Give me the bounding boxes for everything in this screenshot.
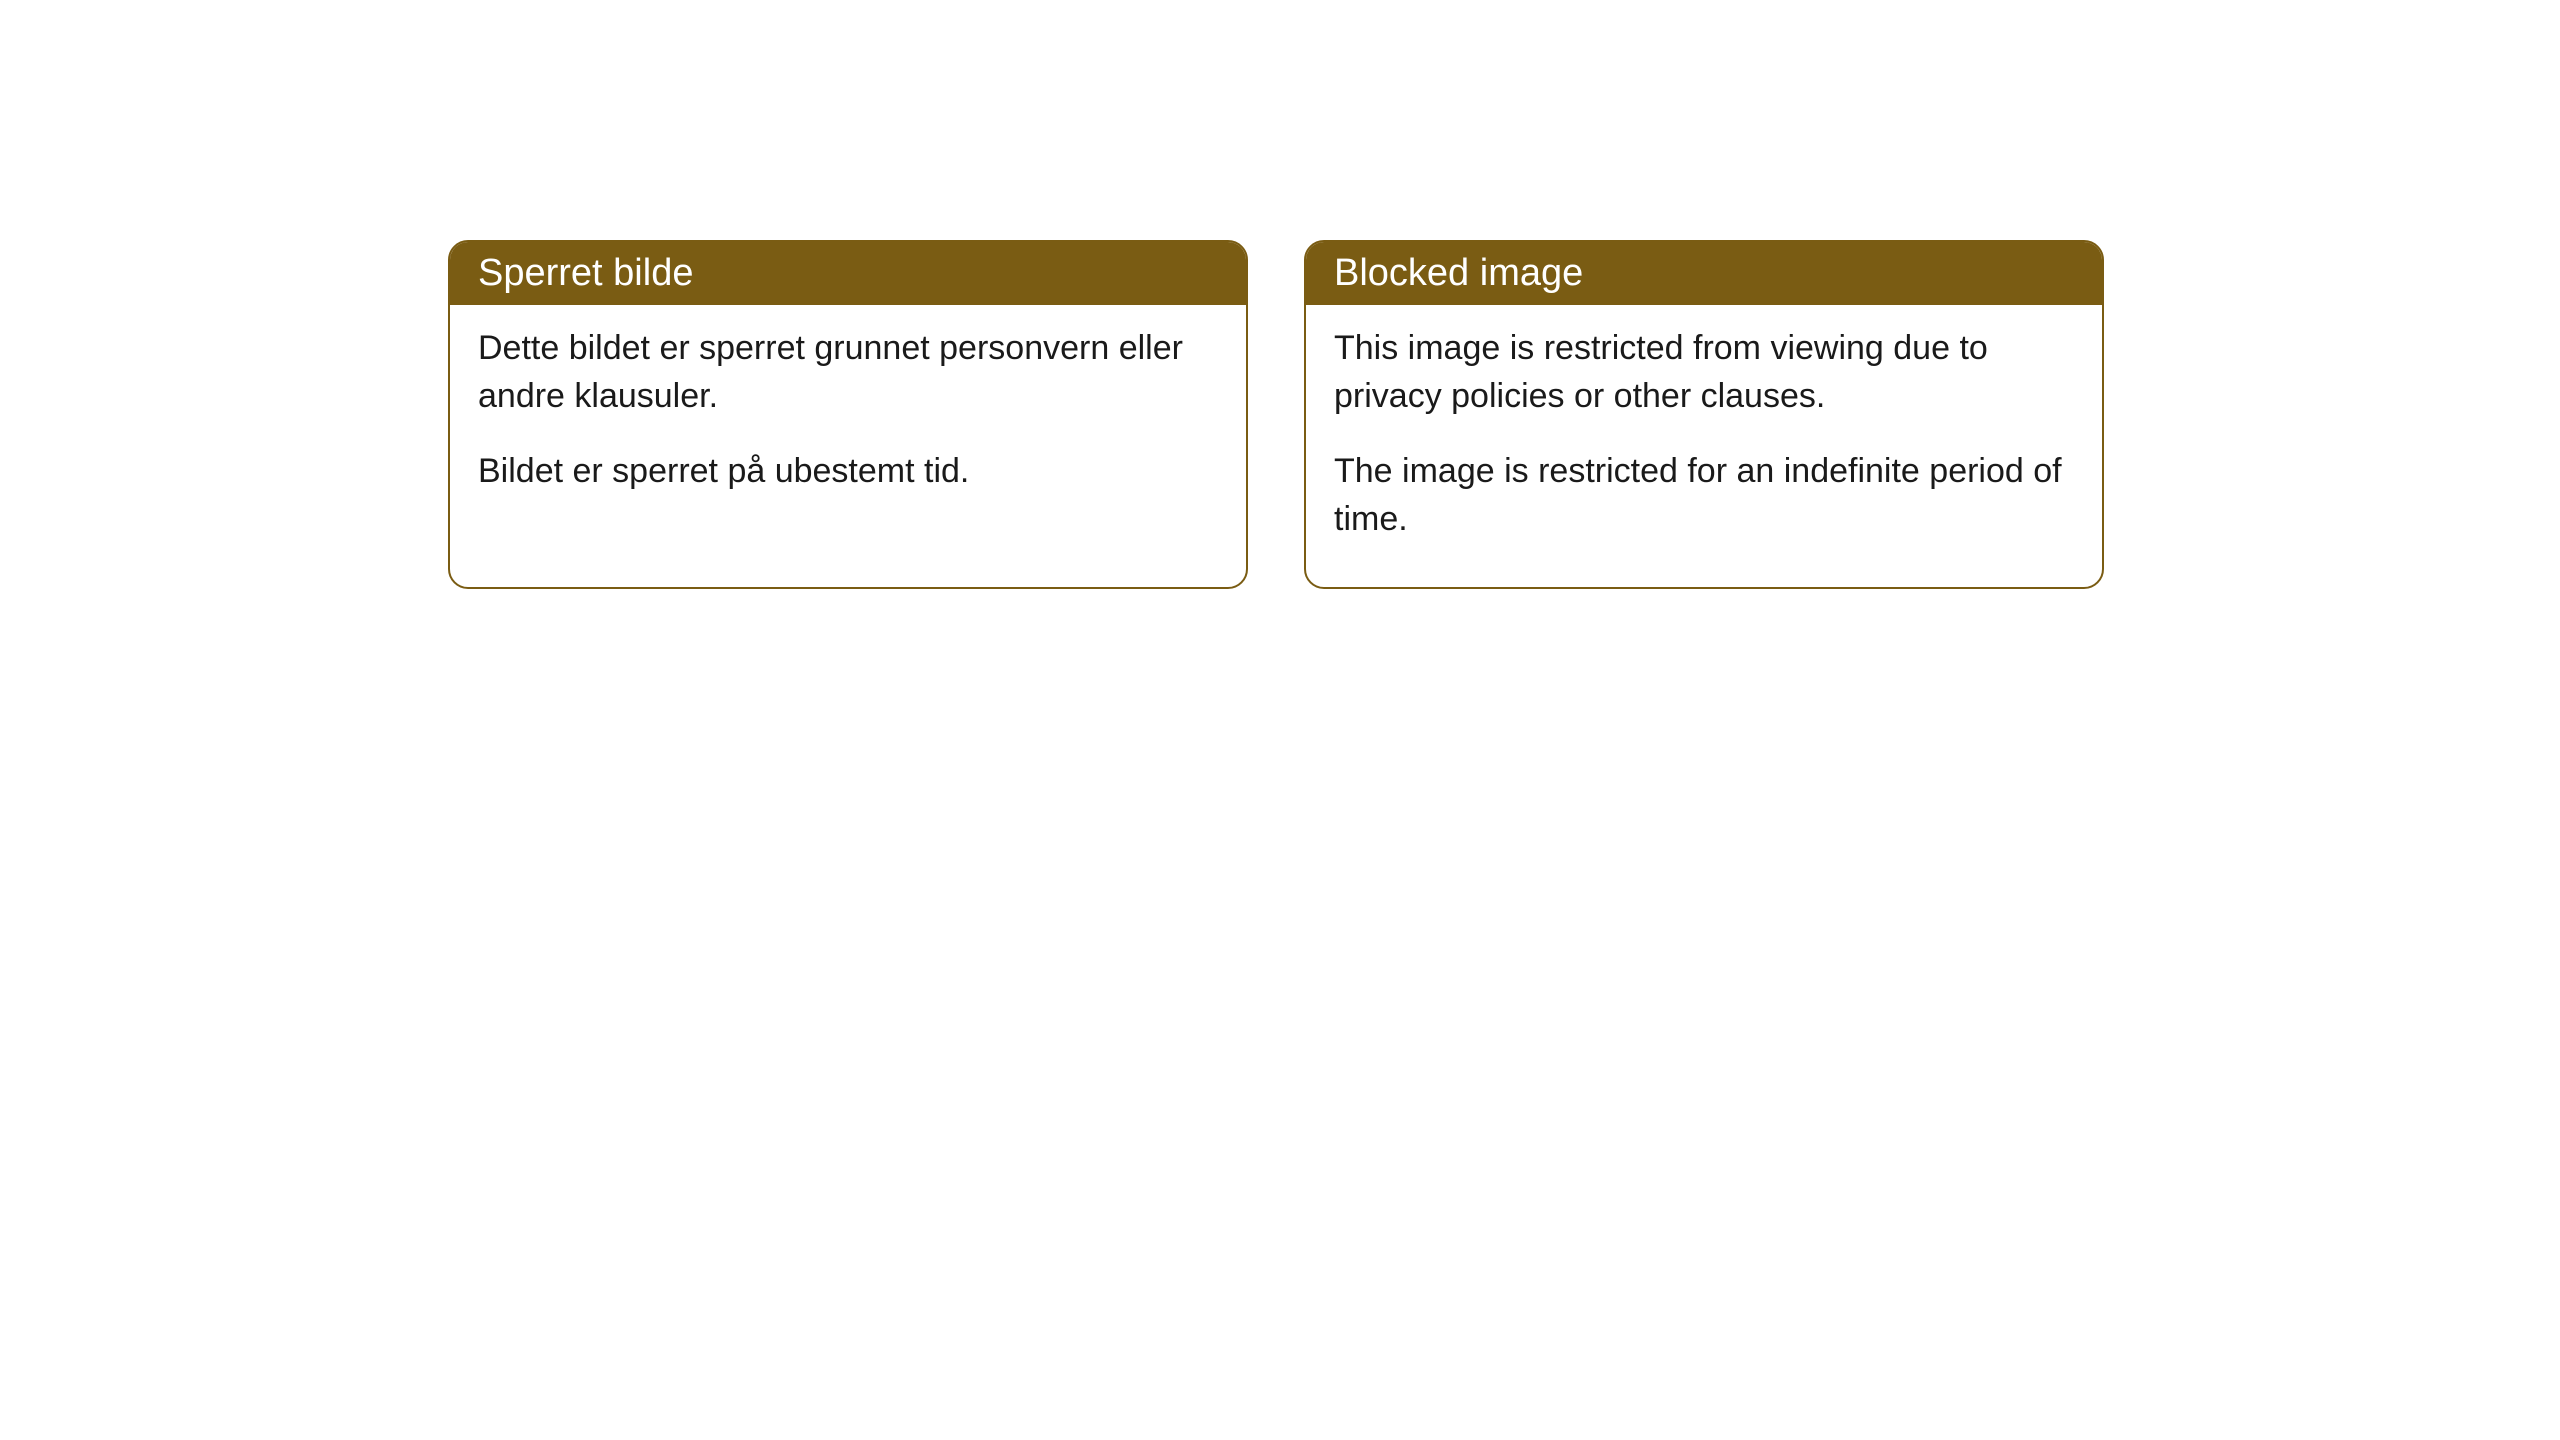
notice-title-english: Blocked image	[1334, 252, 1583, 294]
notice-header-english: Blocked image	[1306, 242, 2102, 305]
notice-container: Sperret bilde Dette bildet er sperret gr…	[448, 240, 2104, 589]
notice-title-norwegian: Sperret bilde	[478, 252, 693, 294]
notice-card-norwegian: Sperret bilde Dette bildet er sperret gr…	[448, 240, 1248, 589]
notice-body-english: This image is restricted from viewing du…	[1306, 305, 2102, 587]
notice-paragraph-2-norwegian: Bildet er sperret på ubestemt tid.	[478, 448, 1218, 496]
notice-paragraph-1-english: This image is restricted from viewing du…	[1334, 325, 2074, 420]
notice-header-norwegian: Sperret bilde	[450, 242, 1246, 305]
notice-paragraph-1-norwegian: Dette bildet er sperret grunnet personve…	[478, 325, 1218, 420]
notice-paragraph-2-english: The image is restricted for an indefinit…	[1334, 448, 2074, 543]
notice-body-norwegian: Dette bildet er sperret grunnet personve…	[450, 305, 1246, 540]
notice-card-english: Blocked image This image is restricted f…	[1304, 240, 2104, 589]
